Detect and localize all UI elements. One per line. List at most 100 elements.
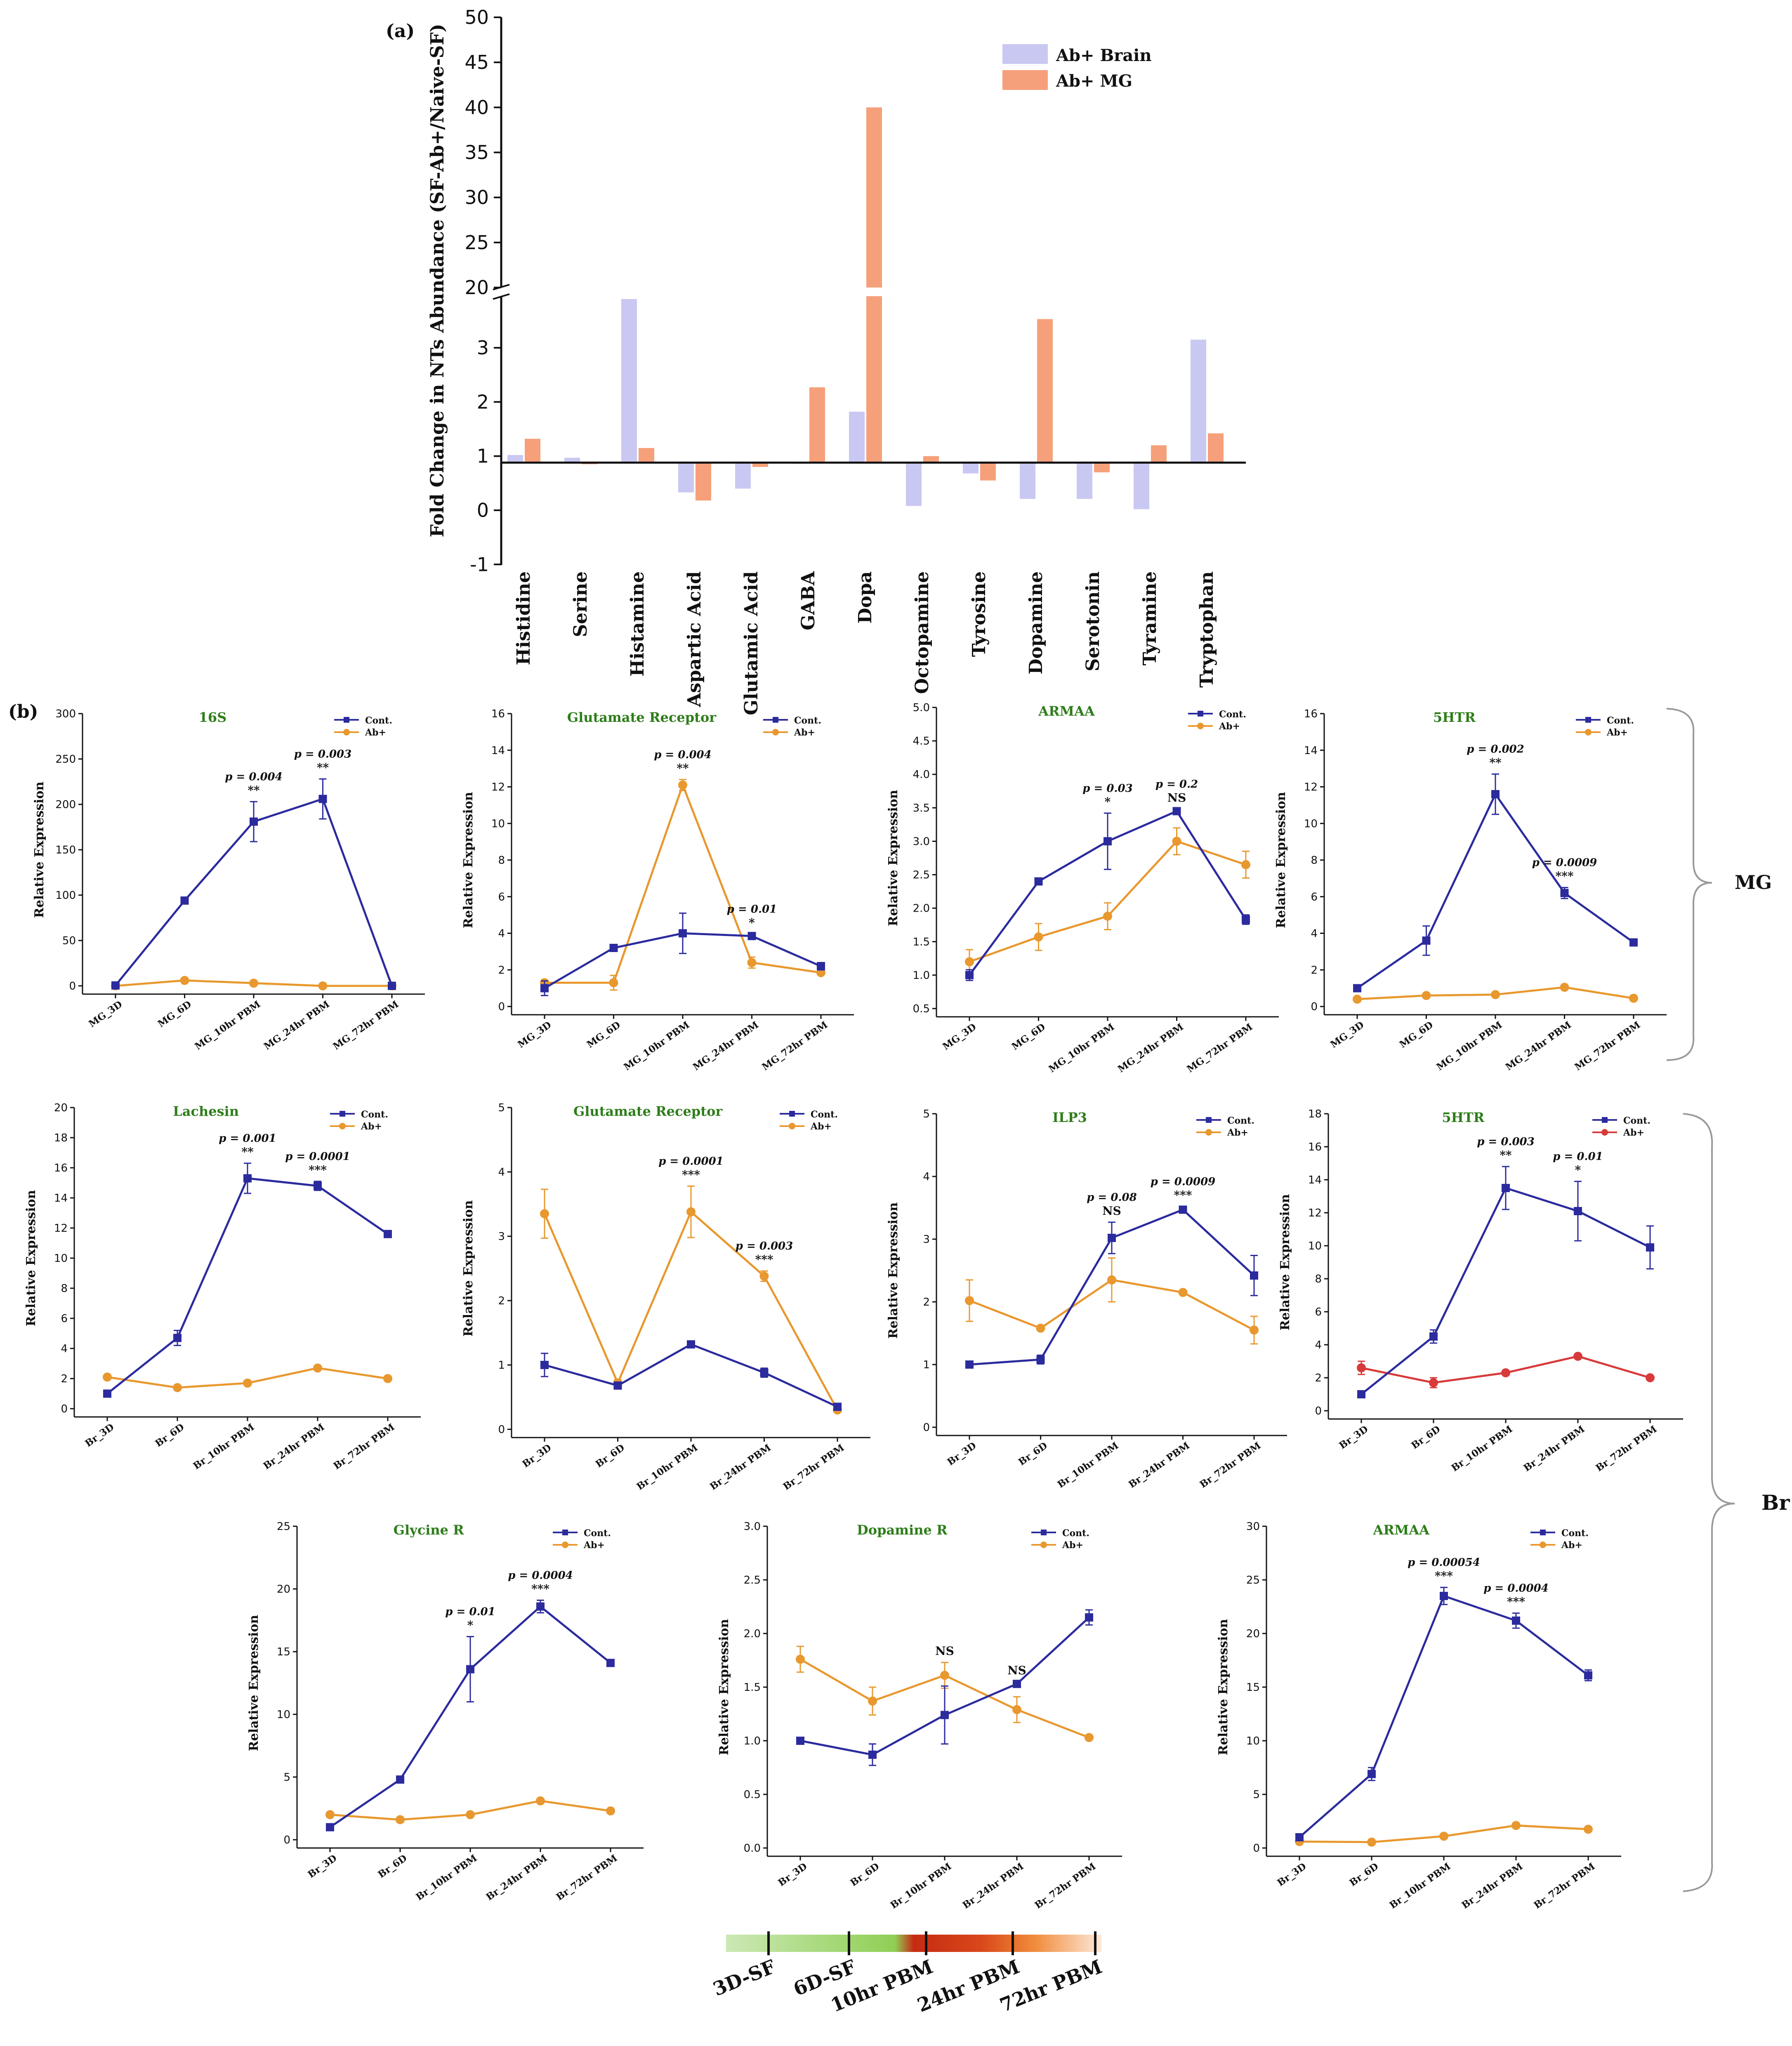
y-tick-label: 8 <box>61 1282 68 1295</box>
y-tick-label: 18 <box>1308 1108 1322 1120</box>
chart-title: 5HTR <box>1433 710 1476 725</box>
y-tick-label: 0 <box>923 1421 930 1434</box>
bar-brain <box>963 462 979 474</box>
x-tick-label: Br_72hr PBM <box>331 1421 396 1472</box>
legend-ab-label: Ab+ <box>1561 1540 1582 1551</box>
y-tick-label: 12 <box>491 781 505 794</box>
cont-series-point <box>817 962 825 971</box>
cont-series-point <box>868 1750 877 1759</box>
x-tick-label: Br_6D <box>376 1853 409 1880</box>
chart-title: Dopamine R <box>857 1522 948 1538</box>
x-tick-label: MG_72hr PBM <box>1185 1021 1254 1075</box>
y-tick-label: 0 <box>1253 1842 1260 1855</box>
x-tick-label: Br_10hr PBM <box>414 1853 479 1903</box>
ab-series-point <box>1367 1837 1376 1847</box>
bar-mg <box>866 296 882 463</box>
legend-ab-marker <box>1601 1129 1608 1136</box>
legend-cont-label: Cont. <box>1561 1528 1589 1539</box>
y-tick-label: 0 <box>61 1403 68 1415</box>
bar-mg <box>1094 462 1110 473</box>
x-tick-label: Br_3D <box>945 1440 978 1468</box>
cont-series-point <box>1295 1833 1304 1841</box>
cont-series-point <box>1574 1207 1582 1215</box>
significance-stars: ** <box>677 761 689 775</box>
legend-cont-marker <box>344 717 349 723</box>
category-label: Serine <box>570 571 591 637</box>
panel-a-lower-ticks: -1 0 1 2 3 <box>470 337 501 575</box>
y-tick-label: 2 <box>477 391 489 413</box>
y-tick-label: 0 <box>283 1834 290 1846</box>
legend-cont-label: Cont. <box>584 1528 611 1539</box>
y-tick-label: 15 <box>1246 1681 1260 1694</box>
y-tick-label: 40 <box>465 96 489 118</box>
cont-series-point <box>384 1230 392 1238</box>
y-tick-label: 12 <box>54 1222 68 1235</box>
category-label: Tyramine <box>1139 571 1160 665</box>
significance-stars: * <box>1105 795 1111 808</box>
legend-cont-label: Cont. <box>1227 1115 1254 1126</box>
cont-series-point <box>314 1181 322 1190</box>
ab-series-point <box>759 1271 769 1281</box>
p-value-label: p = 0.003 <box>736 1240 793 1252</box>
y-tick-label: 1 <box>498 1359 505 1372</box>
y-tick-label: 20 <box>54 1102 68 1114</box>
cont-series-point <box>1357 1390 1365 1398</box>
y-tick-label: 0.0 <box>744 1842 761 1855</box>
ab-series-point <box>1172 837 1181 846</box>
x-tick-label: Br_72hr PBM <box>554 1853 619 1903</box>
legend-cont-marker <box>1206 1117 1212 1123</box>
y-tick-label: 10 <box>491 818 505 830</box>
y-tick-label: 8 <box>498 854 505 867</box>
ab-series-point <box>466 1810 475 1820</box>
y-tick-label: 14 <box>1304 745 1318 757</box>
cont-series-point <box>1502 1184 1510 1192</box>
ab-series-point <box>536 1796 545 1806</box>
cont-series-point <box>250 817 258 826</box>
x-tick-label: Br_6D <box>594 1442 627 1470</box>
x-tick-label: Br_24hr PBM <box>960 1861 1026 1911</box>
legend-cont-label: Cont. <box>794 715 821 726</box>
x-tick-label: Br_10hr PBM <box>634 1442 700 1492</box>
y-tick-label: 4 <box>498 1166 505 1179</box>
legend-cont-marker <box>789 1111 795 1117</box>
cont-series-point <box>1560 889 1569 897</box>
ab-series-point <box>1178 1288 1188 1297</box>
y-axis-label: Relative Expression <box>461 1200 476 1336</box>
legend-ab-label: Ab+ <box>794 727 815 738</box>
cont-series-line <box>1361 1186 1651 1395</box>
x-tick-label: Br_72hr PBM <box>781 1442 846 1492</box>
category-label: Dopamine <box>1026 571 1047 674</box>
y-tick-label: 200 <box>55 799 76 811</box>
legend-mg-swatch <box>1002 70 1048 90</box>
cont-series-point <box>679 929 687 938</box>
p-value-label: p = 0.0009 <box>1151 1176 1216 1188</box>
ab-series-point <box>383 1374 392 1383</box>
cont-series-point <box>760 1368 769 1377</box>
panel-a-category-labels: Histidine Serine Histamine Aspartic Acid Glu… <box>513 571 1217 715</box>
ab-series-point <box>249 978 258 988</box>
y-tick-label: 0 <box>498 1424 505 1436</box>
category-label: Glutamic Acid <box>741 571 762 715</box>
y-tick-label: 50 <box>62 935 76 947</box>
category-label: Tyrosine <box>969 571 990 657</box>
y-tick-label: 4 <box>498 928 505 940</box>
legend-cont-marker <box>1602 1117 1608 1123</box>
cont-series-point <box>1422 936 1431 945</box>
panel-a-ylabel: Fold Change in NTs Abundance (SF-Ab+/Nai… <box>427 24 448 537</box>
legend-mg-label: Ab+ MG <box>1056 71 1132 91</box>
legend-cont-label: Cont. <box>1219 709 1246 720</box>
significance-stars: NS <box>1007 1664 1026 1677</box>
line-chart-7: 0 2 4 6 8 10 12 14 16 18 Relative Expression Br_3D B… <box>1278 1108 1683 1474</box>
y-axis-label: Relative Expression <box>1274 792 1288 928</box>
bar-brain <box>1077 462 1092 499</box>
y-tick-label: -1 <box>470 553 489 575</box>
br-group-bracket: Br <box>1683 1113 1790 1892</box>
cont-series-point <box>1013 1680 1021 1688</box>
y-tick-label: 100 <box>55 889 76 902</box>
cont-series-point <box>1440 1592 1448 1600</box>
cont-series-point <box>396 1775 404 1784</box>
cont-series-point <box>796 1737 804 1745</box>
panel-a-bars <box>507 107 1224 509</box>
y-tick-label: 6 <box>61 1313 68 1325</box>
x-tick-label: Br_3D <box>520 1442 553 1470</box>
